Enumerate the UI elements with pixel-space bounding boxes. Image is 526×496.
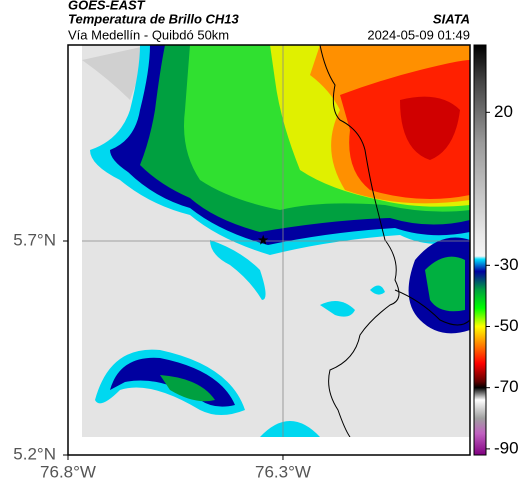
datetime: 2024-05-09 01:49 [367,27,470,42]
title: GOES-EAST [68,0,146,12]
y-tick-label: 5.2°N [13,444,56,463]
x-tick-label: 76.3°W [255,462,311,481]
colorbar-tick-label: -90 [494,438,519,457]
colorbar-tick-label: -30 [494,255,519,274]
y-tick-label: 5.7°N [13,230,56,249]
source: SIATA [433,11,470,26]
colorbar-tick-label: -70 [494,377,519,396]
map-frame [67,44,471,456]
subtitle: Temperatura de Brillo CH13 [68,11,240,26]
colorbar [473,44,487,456]
region: Vía Medellín - Quibdó 50km [68,27,229,42]
colorbar-tick-label: -50 [494,316,519,335]
x-tick-label: 76.8°W [40,462,96,481]
field [82,45,470,437]
colorbar-tick-label: 20 [494,102,513,121]
location-marker [258,234,269,245]
